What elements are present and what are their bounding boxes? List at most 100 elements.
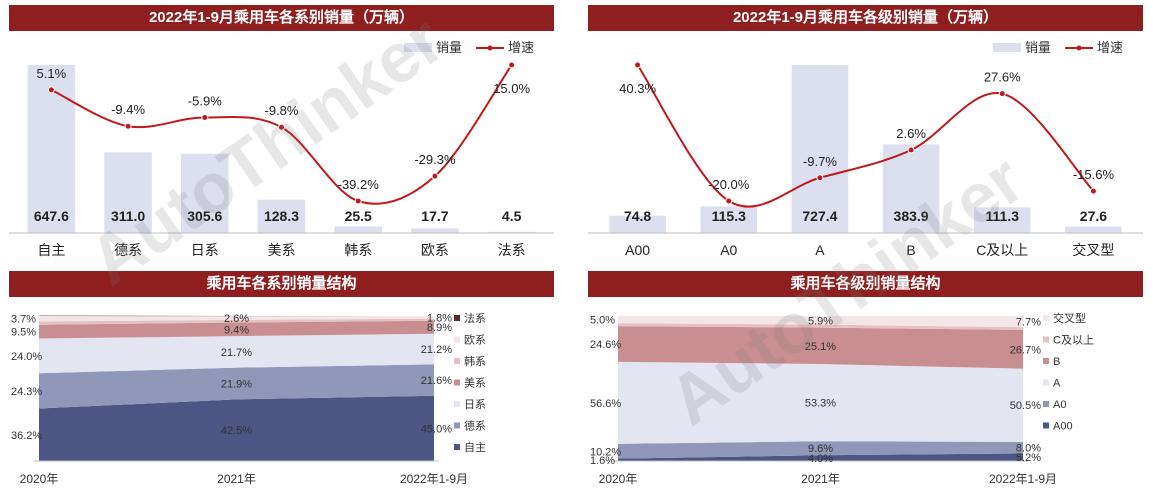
legend-label: 法系: [464, 311, 486, 325]
bar: [609, 215, 666, 233]
bar: [1065, 226, 1122, 233]
bar: [104, 152, 152, 233]
x-tick-label: 2020年: [20, 472, 59, 486]
growth-value-label: -15.6%: [1073, 167, 1115, 182]
bar-value-label: 727.4: [802, 208, 837, 224]
bar-value-label: 25.5: [345, 208, 372, 224]
area-value-label: 42.5%: [221, 425, 252, 437]
legend-swatch: [1043, 422, 1049, 429]
area-value-label: 10.2%: [590, 446, 621, 458]
stacked-area-chart-series: 36.2% 42.5% 45.0% 24.3% 21.9% 21.6% 24.0% 21.7%…: [11, 311, 486, 486]
growth-point: [634, 61, 642, 69]
x-tick-label: 2021年: [801, 472, 840, 486]
x-tick-label: 2022年1-9月: [989, 472, 1057, 486]
growth-point: [998, 90, 1006, 98]
area-value-label: 21.2%: [421, 344, 452, 356]
chart-title: 乘用车各级别销量结构: [588, 271, 1143, 297]
bar-value-label: 128.3: [264, 208, 299, 224]
legend-label: 德系: [464, 419, 486, 433]
area-layer: [39, 333, 434, 374]
legend-swatch: [454, 379, 460, 386]
panel-series-sales: 2022年1-9月乘用车各系别销量（万辆） 销量 增速 647.6 自主 311.0 德系…: [9, 5, 554, 267]
bar: [882, 144, 940, 233]
legend-swatch: [454, 401, 460, 407]
legend-swatch: [454, 336, 460, 343]
legend-swatch: [1043, 336, 1049, 343]
area-value-label: 45.0%: [421, 423, 452, 435]
area-layer: [39, 395, 434, 461]
bar: [411, 228, 459, 233]
bar-value-label: 74.8: [624, 208, 651, 224]
growth-value-label: 40.3%: [619, 81, 656, 96]
panel-class-sales: 2022年1-9月乘用车各级别销量（万辆） 销量 增速 74.8 A00 115.3 A0…: [588, 5, 1143, 267]
bar-value-label: 27.6: [1080, 208, 1107, 224]
growth-value-label: 2.6%: [896, 126, 926, 141]
area-layer: [618, 316, 1023, 328]
growth-value-label: -9.8%: [265, 103, 299, 118]
bar-value-label: 115.3: [712, 208, 746, 224]
area-value-label: 9.6%: [808, 443, 833, 455]
area-value-label: 2.6%: [224, 313, 249, 325]
x-tick-label: 美系: [268, 242, 296, 258]
legend-swatch: [454, 315, 460, 321]
bar-value-label: 311.0: [111, 208, 145, 224]
area-value-label: 9.4%: [224, 324, 249, 336]
legend-label: 美系: [464, 377, 486, 390]
bar-line-chart-series: 销量 增速 647.6 自主 311.0 德系 305.6 日系 128.3 美系 25.5 韩系 17…: [9, 40, 554, 258]
bar-value-label: 305.6: [187, 208, 222, 224]
legend-label-bar: 销量: [436, 40, 462, 55]
area-value-label: 21.6%: [421, 375, 452, 387]
area-value-label: 26.7%: [1010, 344, 1041, 356]
bar: [973, 207, 1031, 233]
area-value-label: 8.0%: [1016, 443, 1041, 455]
growth-value-label: 27.6%: [984, 70, 1021, 85]
x-tick-label: A0: [720, 242, 737, 258]
x-tick-label: 欧系: [421, 242, 449, 258]
growth-value-label: 15.0%: [493, 81, 530, 96]
bar: [181, 153, 229, 233]
growth-line: [636, 64, 1095, 208]
legend-swatch: [1043, 358, 1049, 364]
legend-label: A: [1053, 378, 1061, 390]
x-tick-label: 韩系: [344, 242, 372, 258]
growth-point: [278, 123, 285, 131]
x-tick-label: 2022年1-9月: [400, 472, 468, 486]
legend-marker-line: [487, 45, 493, 51]
x-tick-label: 法系: [498, 242, 526, 258]
area-layer: [618, 323, 1023, 330]
area-value-label: 56.6%: [590, 398, 621, 410]
bar-value-label: 647.6: [34, 208, 69, 224]
growth-value-label: -20.0%: [708, 177, 750, 192]
area-value-label: 24.3%: [11, 386, 42, 398]
x-tick-label: 交叉型: [1072, 242, 1114, 258]
legend-label: A00: [1053, 421, 1073, 433]
area-layer: [618, 441, 1023, 459]
area-layer: [39, 318, 434, 325]
legend-label: C及以上: [1053, 334, 1094, 347]
growth-point: [124, 122, 132, 130]
area-value-label: 36.2%: [11, 430, 42, 442]
legend-swatch: [1043, 315, 1049, 321]
legend-label: 韩系: [464, 354, 486, 368]
area-layer: [39, 316, 434, 322]
bar-value-label: 383.9: [894, 208, 929, 224]
legend-swatch: [454, 422, 460, 429]
area-value-label: 24.0%: [11, 351, 42, 363]
growth-point: [47, 86, 55, 94]
bar-value-label: 111.3: [986, 208, 1020, 224]
growth-value-label: -5.9%: [188, 93, 222, 108]
bar: [334, 226, 382, 233]
area-value-label: 5.2%: [1016, 452, 1041, 464]
legend-swatch: [1043, 401, 1049, 407]
area-value-label: 24.6%: [590, 339, 621, 351]
x-tick-label: 自主: [37, 242, 65, 258]
bar-value-label: 17.7: [421, 208, 448, 224]
x-tick-label: A00: [625, 242, 650, 258]
legend-label: 自主: [464, 441, 486, 454]
growth-point: [201, 113, 209, 121]
x-tick-label: 德系: [114, 242, 142, 258]
growth-point: [816, 174, 824, 182]
growth-point: [431, 172, 439, 180]
growth-point: [1089, 187, 1097, 195]
area-value-label: 1.8%: [427, 312, 452, 324]
